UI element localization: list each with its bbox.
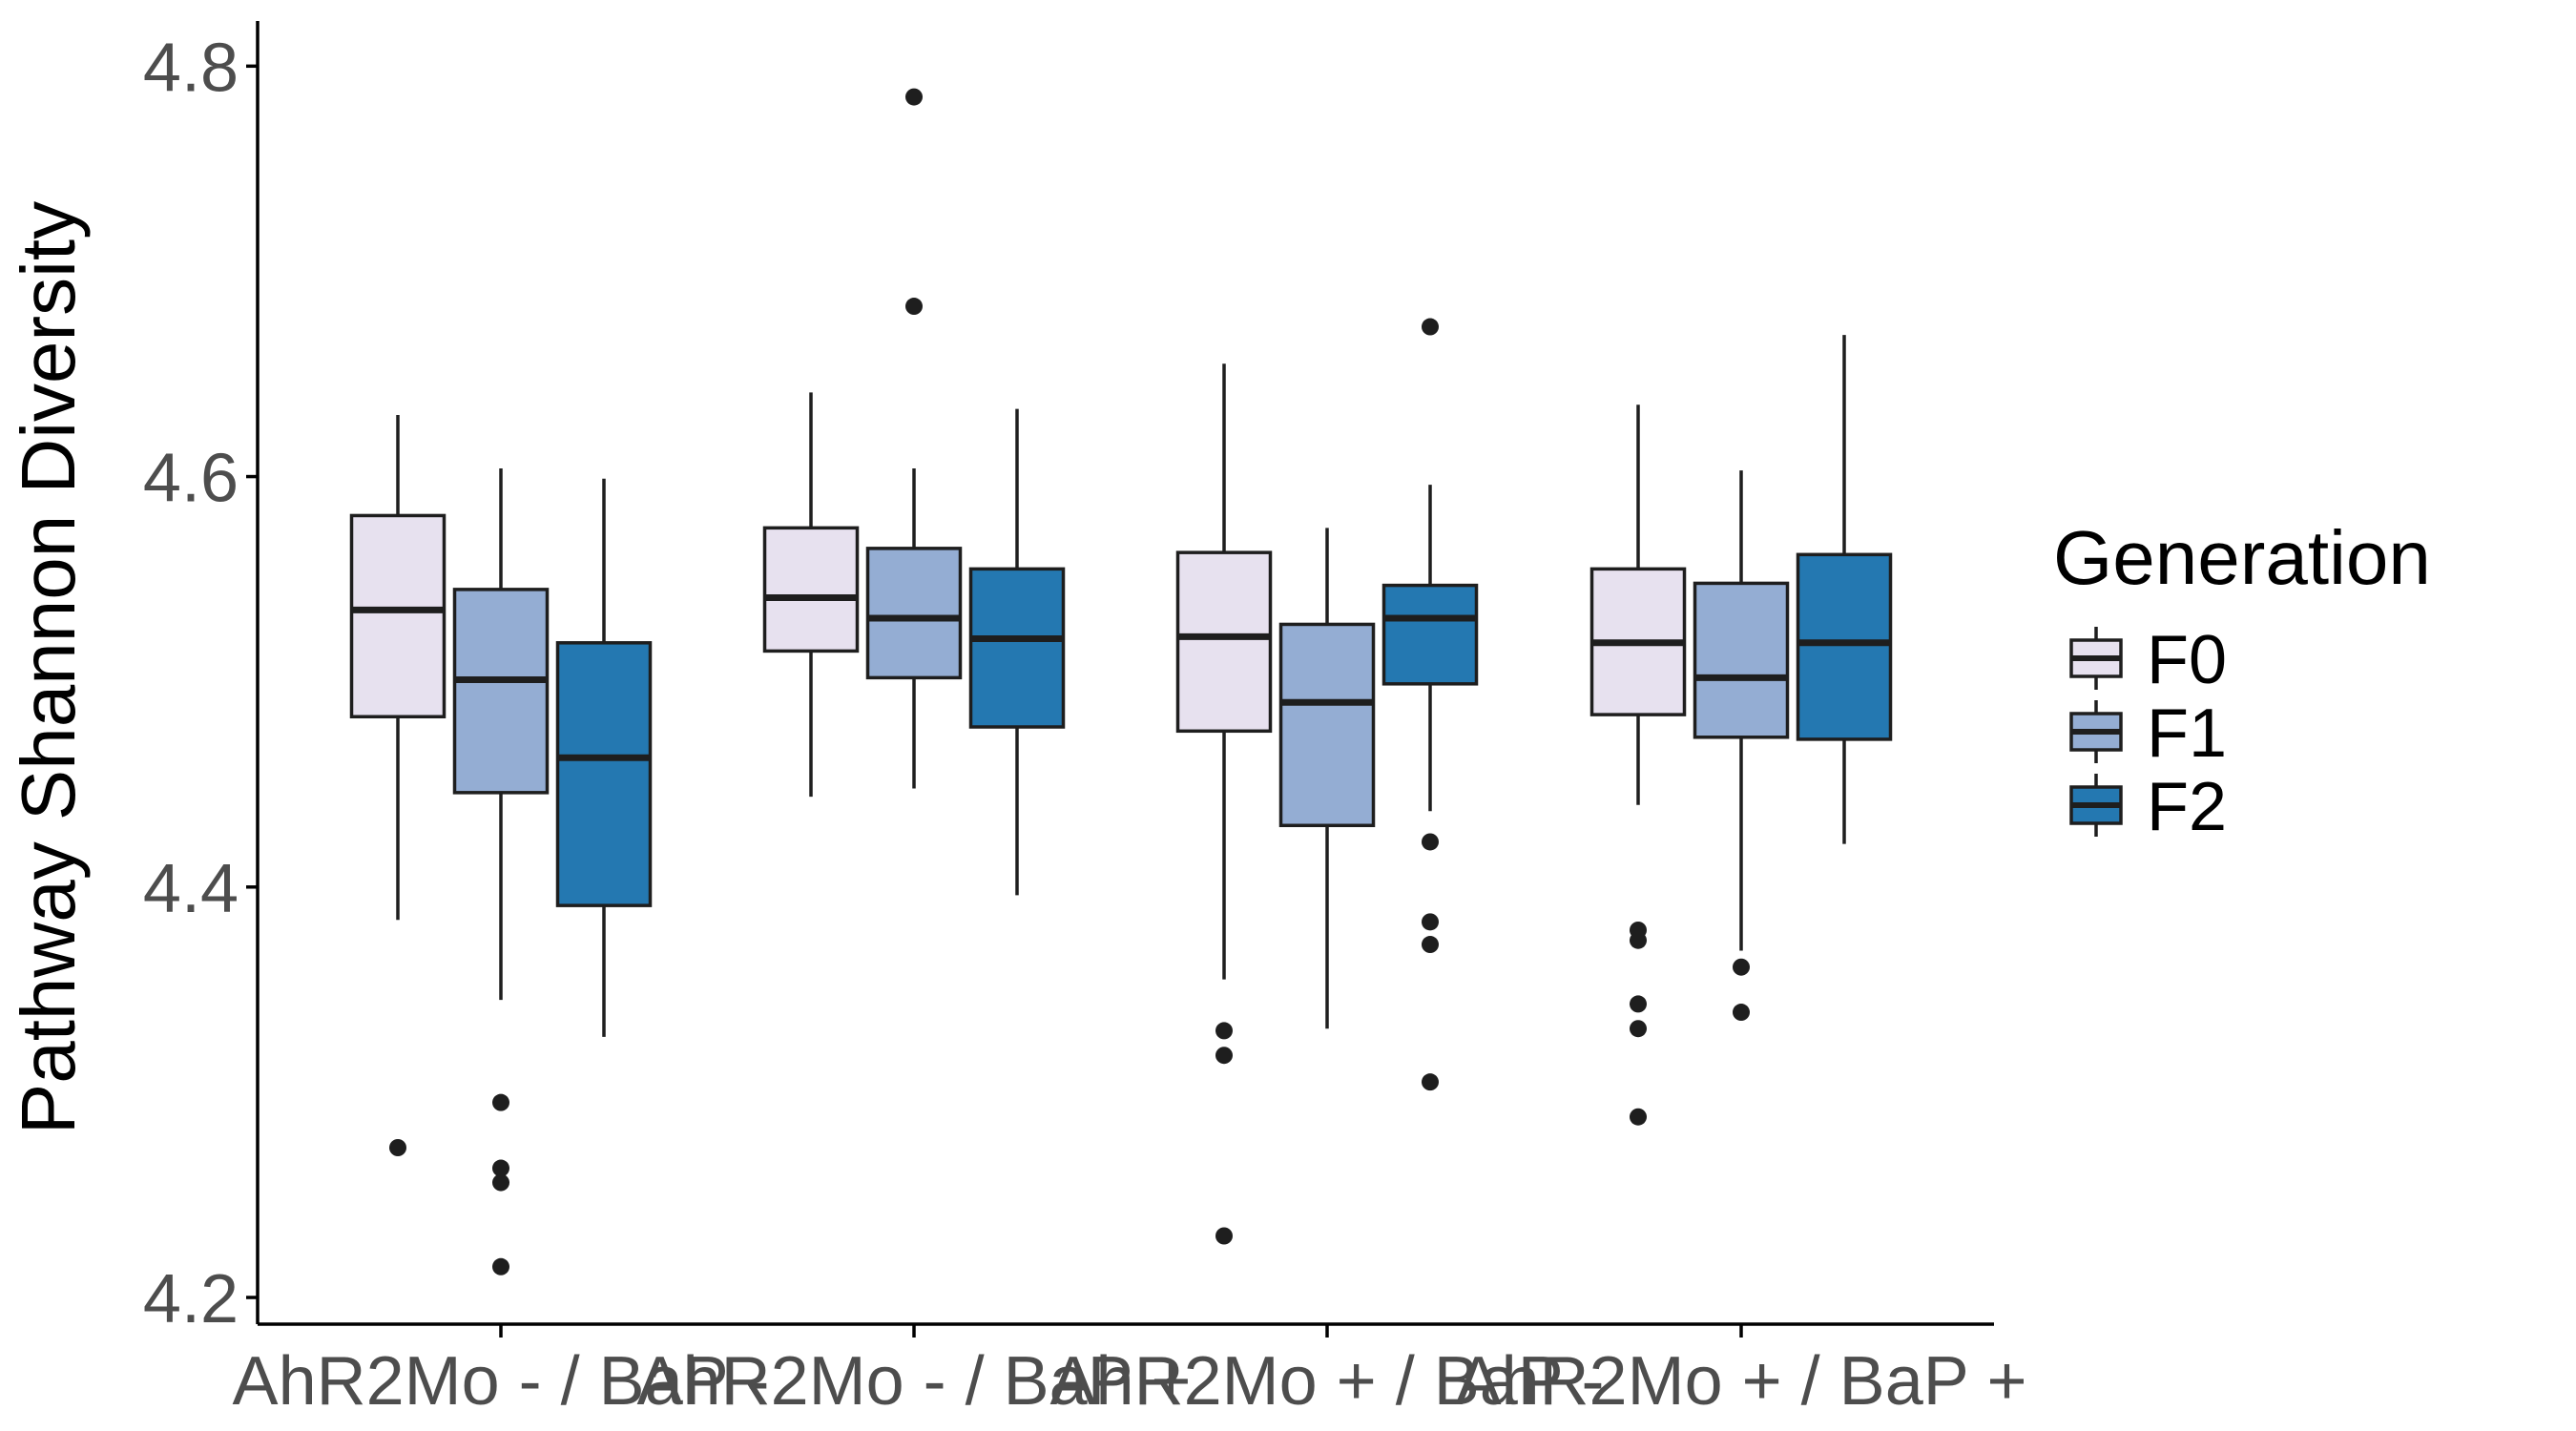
box-F0-4 (1589, 404, 1687, 1126)
legend-item-F0: F0 (2069, 622, 2227, 698)
outlier-point (1422, 1073, 1439, 1091)
box-iqr (349, 513, 447, 719)
outlier-point (1630, 1020, 1647, 1038)
box-F2-3 (1381, 318, 1479, 1091)
box-F2-1 (555, 478, 653, 1037)
legend-title: Generation (2053, 515, 2431, 600)
y-tick-label: 4.8 (143, 30, 239, 106)
outlier-point (1733, 1004, 1750, 1022)
box-iqr (1175, 550, 1273, 734)
outlier-point (389, 1138, 406, 1156)
legend-item-F1: F1 (2069, 695, 2227, 772)
y-tick-label: 4.4 (143, 851, 239, 927)
box-iqr (1796, 552, 1893, 741)
outlier-point (905, 88, 923, 106)
y-tick-label: 4.6 (143, 441, 239, 517)
legend-item-F2: F2 (2069, 769, 2227, 845)
box-iqr (1693, 581, 1790, 739)
x-axis-ticks: AhR2Mo - / BaP -AhR2Mo - / BaP +AhR2Mo +… (233, 1324, 2027, 1420)
x-tick-label: AhR2Mo - / BaP - (233, 1343, 770, 1420)
legend-label: F1 (2147, 695, 2227, 772)
box-iqr (762, 526, 860, 653)
legend-label: F2 (2147, 769, 2227, 845)
outlier-point (1422, 833, 1439, 851)
outlier-point (1215, 1022, 1233, 1040)
plot-area (349, 88, 1893, 1275)
box-iqr (1278, 622, 1376, 828)
box-F2-2 (968, 408, 1066, 896)
box-F0-2 (762, 392, 860, 798)
box-F0-3 (1175, 363, 1273, 1245)
x-tick-label: AhR2Mo + / BaP - (1050, 1343, 1605, 1420)
axes: 4.2 4.4 4.6 4.8 AhR2Mo - / BaP -AhR2Mo - / … (143, 21, 2027, 1420)
outlier-point (1422, 913, 1439, 931)
outlier-point (492, 1173, 509, 1192)
box-iqr (865, 547, 963, 680)
outlier-point (492, 1093, 509, 1111)
outlier-point (492, 1257, 509, 1275)
outlier-point (1215, 1227, 1233, 1245)
outlier-point (1733, 958, 1750, 976)
outlier-point (1215, 1047, 1233, 1065)
box-F0-1 (349, 415, 447, 1156)
box-iqr (1381, 583, 1479, 686)
outlier-point (905, 298, 923, 316)
y-tick-label: 4.2 (143, 1261, 239, 1338)
outlier-point (1422, 318, 1439, 336)
x-tick-label: AhR2Mo + / BaP + (1455, 1343, 2026, 1420)
box-F2-4 (1796, 335, 1893, 844)
legend-label: F0 (2147, 622, 2227, 698)
y-axis-ticks: 4.2 4.4 4.6 4.8 (143, 30, 258, 1338)
outlier-point (492, 1159, 509, 1177)
box-iqr (555, 641, 653, 907)
outlier-point (1422, 936, 1439, 954)
box-F1-2 (865, 88, 963, 789)
box-F1-1 (452, 467, 550, 1275)
box-F1-4 (1693, 470, 1790, 1022)
box-iqr (452, 588, 550, 795)
box-iqr (968, 567, 1066, 729)
outlier-point (1630, 995, 1647, 1013)
outlier-point (1630, 931, 1647, 949)
outlier-point (1630, 1108, 1647, 1126)
y-axis-title: Pathway Shannon Diversity (6, 201, 91, 1134)
x-tick-label: AhR2Mo - / BaP + (637, 1343, 1192, 1420)
box-F1-3 (1278, 528, 1376, 1029)
